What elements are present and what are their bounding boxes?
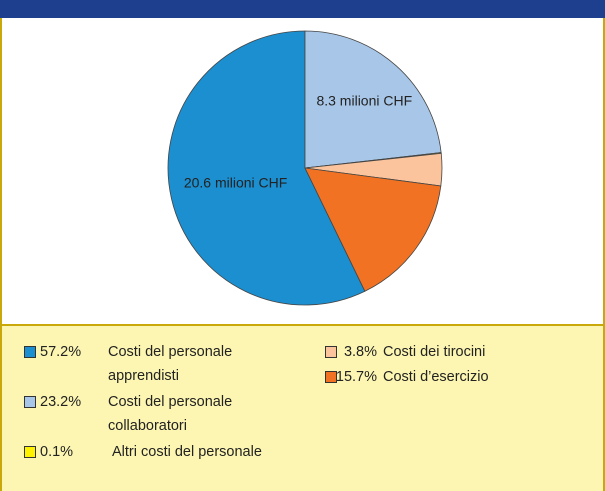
legend-value: 3.8% [343, 344, 377, 360]
chart-area [0, 18, 605, 324]
legend-item: 23.2% Costi del personale collaboratori [24, 390, 284, 440]
pie-slice [304, 167, 442, 292]
legend-label: Costi del personale collaboratori [108, 394, 233, 434]
legend-label: Altri costi del personale [112, 444, 262, 460]
legend-item: 57.2% Costi del personale apprendisti [24, 340, 284, 390]
legend-item: 15.7% Costi d’esercizio [325, 365, 585, 415]
legend-label: Costi d’esercizio [383, 369, 489, 385]
legend-value: 15.7% [335, 369, 377, 385]
legend-label: Costi del personale apprendisti [108, 344, 233, 384]
legend: 57.2% Costi del personale apprendisti 23.2… [0, 324, 605, 491]
legend-item: 3.8% Costi dei tirocini [325, 340, 585, 390]
pie-slice [167, 30, 366, 306]
legend-swatch [24, 446, 36, 458]
legend-value: 23.2% [40, 394, 82, 410]
legend-swatch [24, 396, 36, 408]
legend-swatch [325, 346, 337, 358]
legend-swatch [24, 346, 36, 358]
legend-value: 57.2% [40, 344, 82, 360]
slice-label: 20.6 milioni CHF [184, 175, 287, 191]
slice-label: 8.3 milioni CHF [316, 92, 412, 108]
legend-value: 0.1% [40, 444, 74, 460]
legend-swatch [325, 371, 337, 383]
pie-chart: 20.6 milioni CHF 8.3 milioni CHF [167, 30, 443, 306]
header-bar [0, 0, 605, 18]
legend-label: Costi dei tirocini [383, 344, 486, 360]
legend-item: 0.1% Altri costi del personale [24, 440, 284, 490]
pie-slice [304, 30, 442, 169]
